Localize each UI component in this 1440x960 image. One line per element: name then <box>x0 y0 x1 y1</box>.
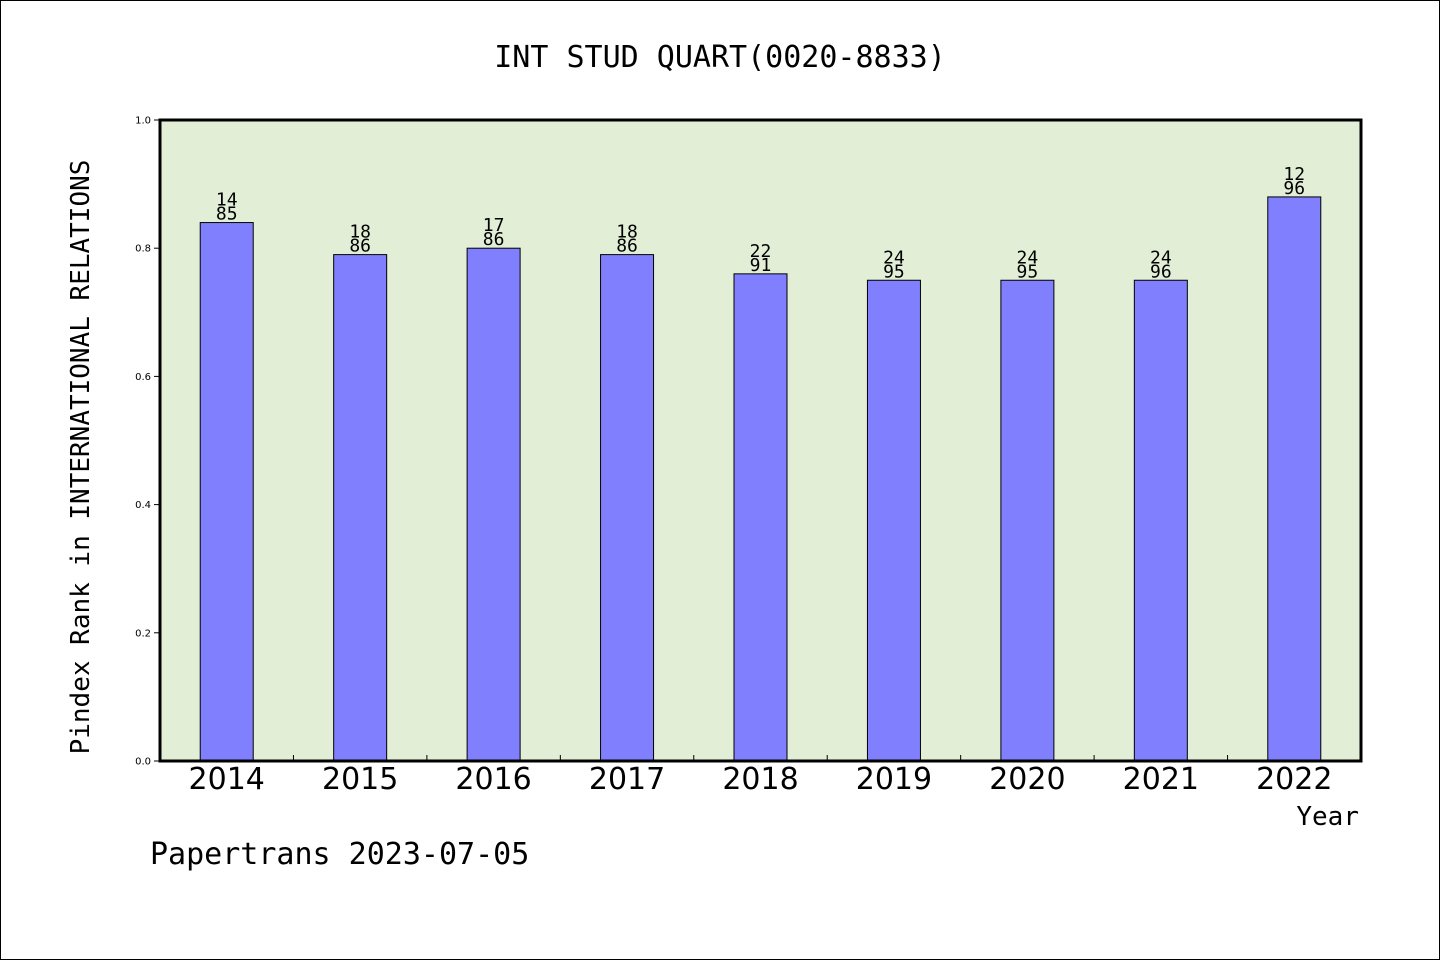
x-tick-label-2014: 2014 <box>189 762 265 797</box>
bar-label-bottom-2018: 91 <box>750 255 772 276</box>
bar-2020 <box>1000 279 1055 762</box>
bar-label-bottom-2019: 95 <box>883 261 905 282</box>
x-tick-label-2017: 2017 <box>589 762 665 797</box>
bar-2018 <box>733 273 788 762</box>
bar-2014 <box>199 222 254 762</box>
x-axis-label: Year <box>1296 802 1359 832</box>
y-tick-label: 0.0 <box>135 757 151 768</box>
bar-label-top-2022: 12 <box>1283 164 1305 185</box>
bar-label-top-2019: 24 <box>883 247 905 268</box>
bar-label-bottom-2016: 86 <box>483 229 505 250</box>
bar-label-bottom-2021: 96 <box>1150 261 1172 282</box>
y-tick-label: 1.0 <box>135 116 151 127</box>
bar-label-top-2021: 24 <box>1150 247 1172 268</box>
y-tick-label: 0.4 <box>135 500 151 511</box>
y-axis-label: Pindex Rank in INTERNATIONAL RELATIONS <box>66 160 96 755</box>
bar-label-bottom-2020: 95 <box>1017 261 1039 282</box>
y-axis-ticks: 0.0 0.2 0.4 0.6 0.8 1.0 <box>135 116 160 768</box>
bar-2019 <box>866 279 921 762</box>
x-tick-label-2022: 2022 <box>1256 762 1332 797</box>
x-axis-ticks: 2014 2015 2016 2017 2018 2019 2020 2021 2022 <box>189 755 1332 797</box>
bar-label-top-2014: 14 <box>216 190 238 211</box>
x-tick-label-2020: 2020 <box>989 762 1065 797</box>
x-tick-label-2021: 2021 <box>1123 762 1199 797</box>
bar-label-bottom-2015: 86 <box>349 236 371 257</box>
y-tick-label: 0.8 <box>135 244 151 255</box>
x-tick-label-2016: 2016 <box>455 762 531 797</box>
bar-label-bottom-2022: 96 <box>1283 178 1305 199</box>
x-tick-label-2019: 2019 <box>856 762 932 797</box>
bar-label-top-2015: 18 <box>349 222 371 243</box>
plot-border <box>158 118 1363 763</box>
bar-2015 <box>333 254 388 762</box>
bar-label-bottom-2017: 86 <box>616 236 638 257</box>
chart-title: INT STUD QUART(0020-8833) <box>494 40 946 75</box>
bar-2021 <box>1133 279 1188 762</box>
bar-label-top-2017: 18 <box>616 222 638 243</box>
bar-2016 <box>466 247 521 762</box>
bar-label-top-2018: 22 <box>750 241 772 262</box>
bar-label-top-2016: 17 <box>483 215 505 236</box>
x-tick-label-2018: 2018 <box>722 762 798 797</box>
y-tick-label: 0.2 <box>135 628 151 639</box>
bars-group <box>199 196 1322 762</box>
y-tick-label: 0.6 <box>135 372 151 383</box>
x-tick-label-2015: 2015 <box>322 762 398 797</box>
bar-2022 <box>1267 196 1322 762</box>
footer-credit: Papertrans 2023-07-05 <box>150 837 529 872</box>
bar-label-bottom-2014: 85 <box>216 204 238 225</box>
bar-label-top-2020: 24 <box>1017 247 1039 268</box>
bar-2017 <box>600 254 655 762</box>
